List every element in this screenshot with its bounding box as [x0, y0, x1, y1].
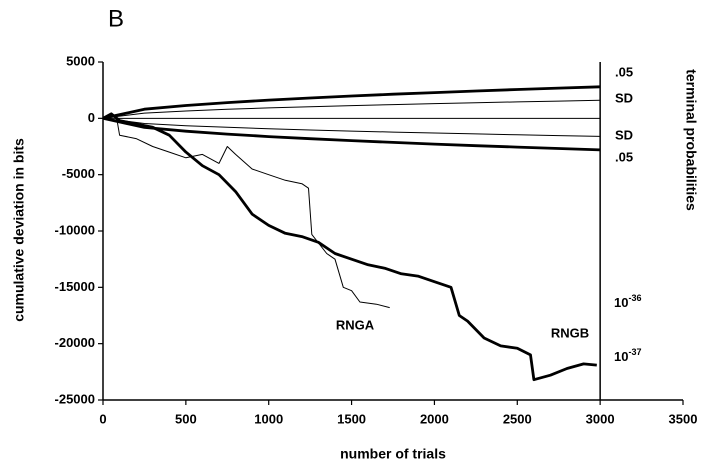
x-tick-label: 0 [99, 411, 106, 426]
x-axis-label: number of trials [340, 446, 446, 462]
y-tick-label: -10000 [55, 222, 95, 237]
series-line [102, 116, 601, 152]
x-tick-label: 2000 [420, 411, 449, 426]
panel-label: B [108, 5, 124, 32]
y-tick-label: 5000 [66, 53, 95, 68]
series-line [102, 115, 390, 309]
x-tick-label: 3000 [586, 411, 615, 426]
y-tick-label: 0 [88, 110, 95, 125]
terminal-label: 10-37 [614, 347, 641, 364]
terminal-base: 10 [614, 295, 628, 310]
x-tick-label: 1500 [337, 411, 366, 426]
terminal-exp: -37 [628, 347, 641, 357]
series-label: .05 [615, 149, 633, 164]
y-tick-label: -15000 [55, 279, 95, 294]
y2-axis-label: terminal probabilities [683, 69, 699, 211]
series-label: SD [615, 90, 633, 105]
series-label: SD [615, 127, 633, 142]
y-tick-label: -25000 [55, 391, 95, 406]
series-label: RNGA [336, 317, 375, 332]
series-line [102, 85, 601, 120]
series-label: .05 [615, 64, 633, 79]
terminal-exp: -36 [628, 293, 641, 303]
terminal-base: 10 [614, 349, 628, 364]
series-label: RNGB [551, 325, 589, 340]
x-tick-label: 2500 [503, 411, 532, 426]
y-axis-label: cumulative deviation in bits [11, 138, 27, 322]
terminal-label: 10-36 [614, 293, 641, 310]
y-tick-label: -20000 [55, 335, 95, 350]
x-tick-label: 1000 [254, 411, 283, 426]
x-tick-label: 3500 [669, 411, 698, 426]
y-tick-label: -5000 [62, 166, 95, 181]
series-line [102, 117, 601, 137]
x-tick-label: 500 [175, 411, 197, 426]
series-line [102, 112, 597, 382]
series-line [102, 99, 601, 119]
